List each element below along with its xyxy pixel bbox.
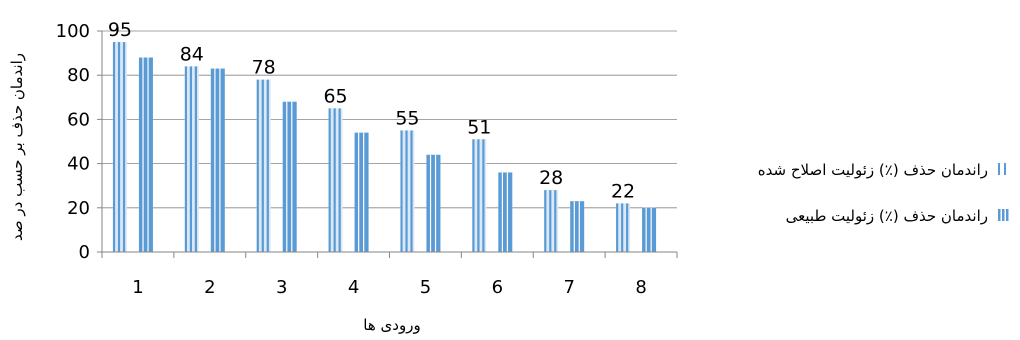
bar: [642, 207, 657, 252]
bar: [184, 66, 199, 252]
y-tick-label: 60: [67, 109, 90, 130]
data-label: 55: [395, 107, 419, 129]
x-tick-label: 7: [563, 277, 574, 298]
y-tick-labels: 0 20 40 60 80 100: [56, 21, 90, 263]
x-tick-label: 6: [492, 277, 503, 298]
legend-swatch: [998, 163, 1006, 175]
legend-item: راندمان حذف (٪) زئولیت طبیعی: [786, 207, 1009, 225]
bar: [570, 201, 585, 252]
x-tick-labels: 1 2 3 4 5 6 7 8: [132, 277, 647, 298]
y-tick-label: 100: [56, 21, 90, 42]
data-label: 78: [252, 57, 276, 79]
data-label: 22: [611, 180, 635, 202]
bar: [616, 203, 631, 252]
bar: [282, 101, 297, 252]
x-tick-label: 4: [348, 277, 359, 298]
legend: راندمان حذف (٪) زئولیت اصلاح شده راندمان …: [758, 161, 1009, 225]
y-tick-label: 40: [67, 154, 90, 175]
y-axis-title: راندمان حذف بر حسب در صد: [8, 53, 26, 241]
y-tick-label: 20: [67, 198, 90, 219]
legend-label: راندمان حذف (٪) زئولیت اصلاح شده: [758, 161, 988, 179]
data-label: 84: [180, 43, 204, 65]
bar: [256, 79, 271, 253]
data-label: 28: [539, 167, 563, 189]
data-labels: 95 84 78 65 55 51 28 22: [108, 19, 635, 202]
legend-swatch: [998, 209, 1009, 221]
axes: [97, 30, 678, 258]
bar: [544, 190, 559, 252]
legend-label: راندمان حذف (٪) زئولیت طبیعی: [786, 207, 988, 225]
x-tick-label: 8: [635, 277, 646, 298]
bar: [328, 108, 343, 252]
bar: [426, 154, 441, 252]
legend-item: راندمان حذف (٪) زئولیت اصلاح شده: [758, 161, 1006, 179]
bar: [400, 130, 415, 252]
data-label: 65: [323, 85, 347, 107]
x-tick-label: 3: [276, 277, 287, 298]
bar: [138, 57, 153, 252]
x-axis-title: ورودی ها: [363, 316, 420, 334]
bar: [354, 132, 369, 252]
bar: [112, 42, 127, 252]
y-tick-label: 80: [67, 65, 90, 86]
bar: [498, 172, 513, 252]
data-label: 95: [108, 19, 132, 41]
bar: [472, 139, 487, 252]
x-tick-label: 5: [420, 277, 431, 298]
x-tick-label: 1: [132, 277, 143, 298]
bar: [210, 68, 225, 252]
x-tick-label: 2: [204, 277, 215, 298]
bars: [112, 42, 657, 253]
y-tick-label: 0: [79, 242, 90, 263]
data-label: 51: [467, 116, 491, 138]
